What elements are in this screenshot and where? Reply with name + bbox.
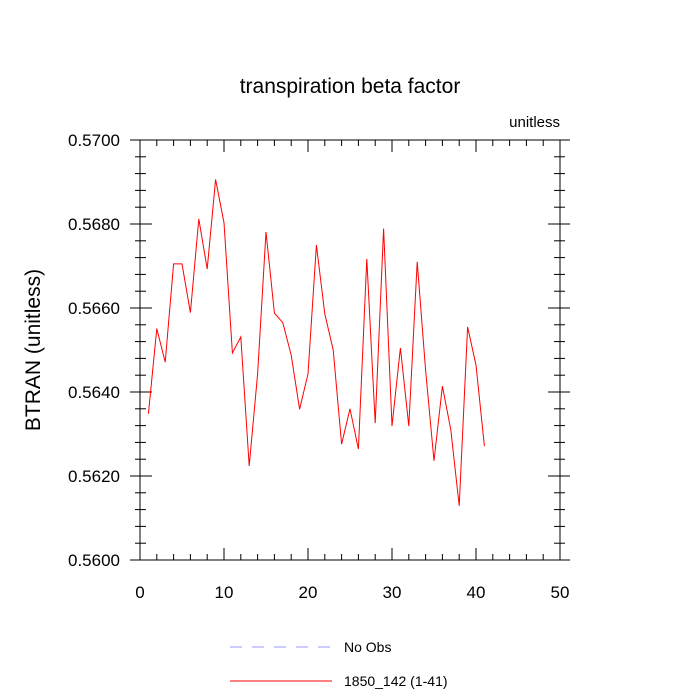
- series-layer: [147, 179, 485, 506]
- x-tick-label: 30: [383, 583, 402, 602]
- x-tick-label: 10: [215, 583, 234, 602]
- x-tick-label: 20: [299, 583, 318, 602]
- axis-tick-labels: 0 10 20 30 40 50 0.5600 0.5620 0.5640 0.5660 0.568…: [68, 131, 569, 602]
- y-tick-label: 0.5620: [68, 467, 120, 486]
- y-tick-label: 0.5680: [68, 215, 120, 234]
- series-line: [147, 179, 485, 506]
- plot-frame: [139, 139, 561, 561]
- y-tick-label: 0.5640: [68, 383, 120, 402]
- x-tick-label: 50: [551, 583, 570, 602]
- y-tick-label: 0.5700: [68, 131, 120, 150]
- legend-label: 1850_142 (1-41): [344, 673, 448, 689]
- x-tick-label: 0: [135, 583, 144, 602]
- chart-title: transpiration beta factor: [240, 75, 461, 98]
- legend-label: No Obs: [344, 639, 391, 655]
- y-tick-label: 0.5600: [68, 551, 120, 570]
- y-axis-label: BTRAN (unitless): [22, 269, 45, 431]
- legend: No Obs 1850_142 (1-41): [230, 639, 448, 689]
- x-tick-label: 40: [467, 583, 486, 602]
- units-label: unitless: [509, 114, 560, 131]
- y-tick-label: 0.5660: [68, 299, 120, 318]
- axis-ticks: [130, 139, 570, 561]
